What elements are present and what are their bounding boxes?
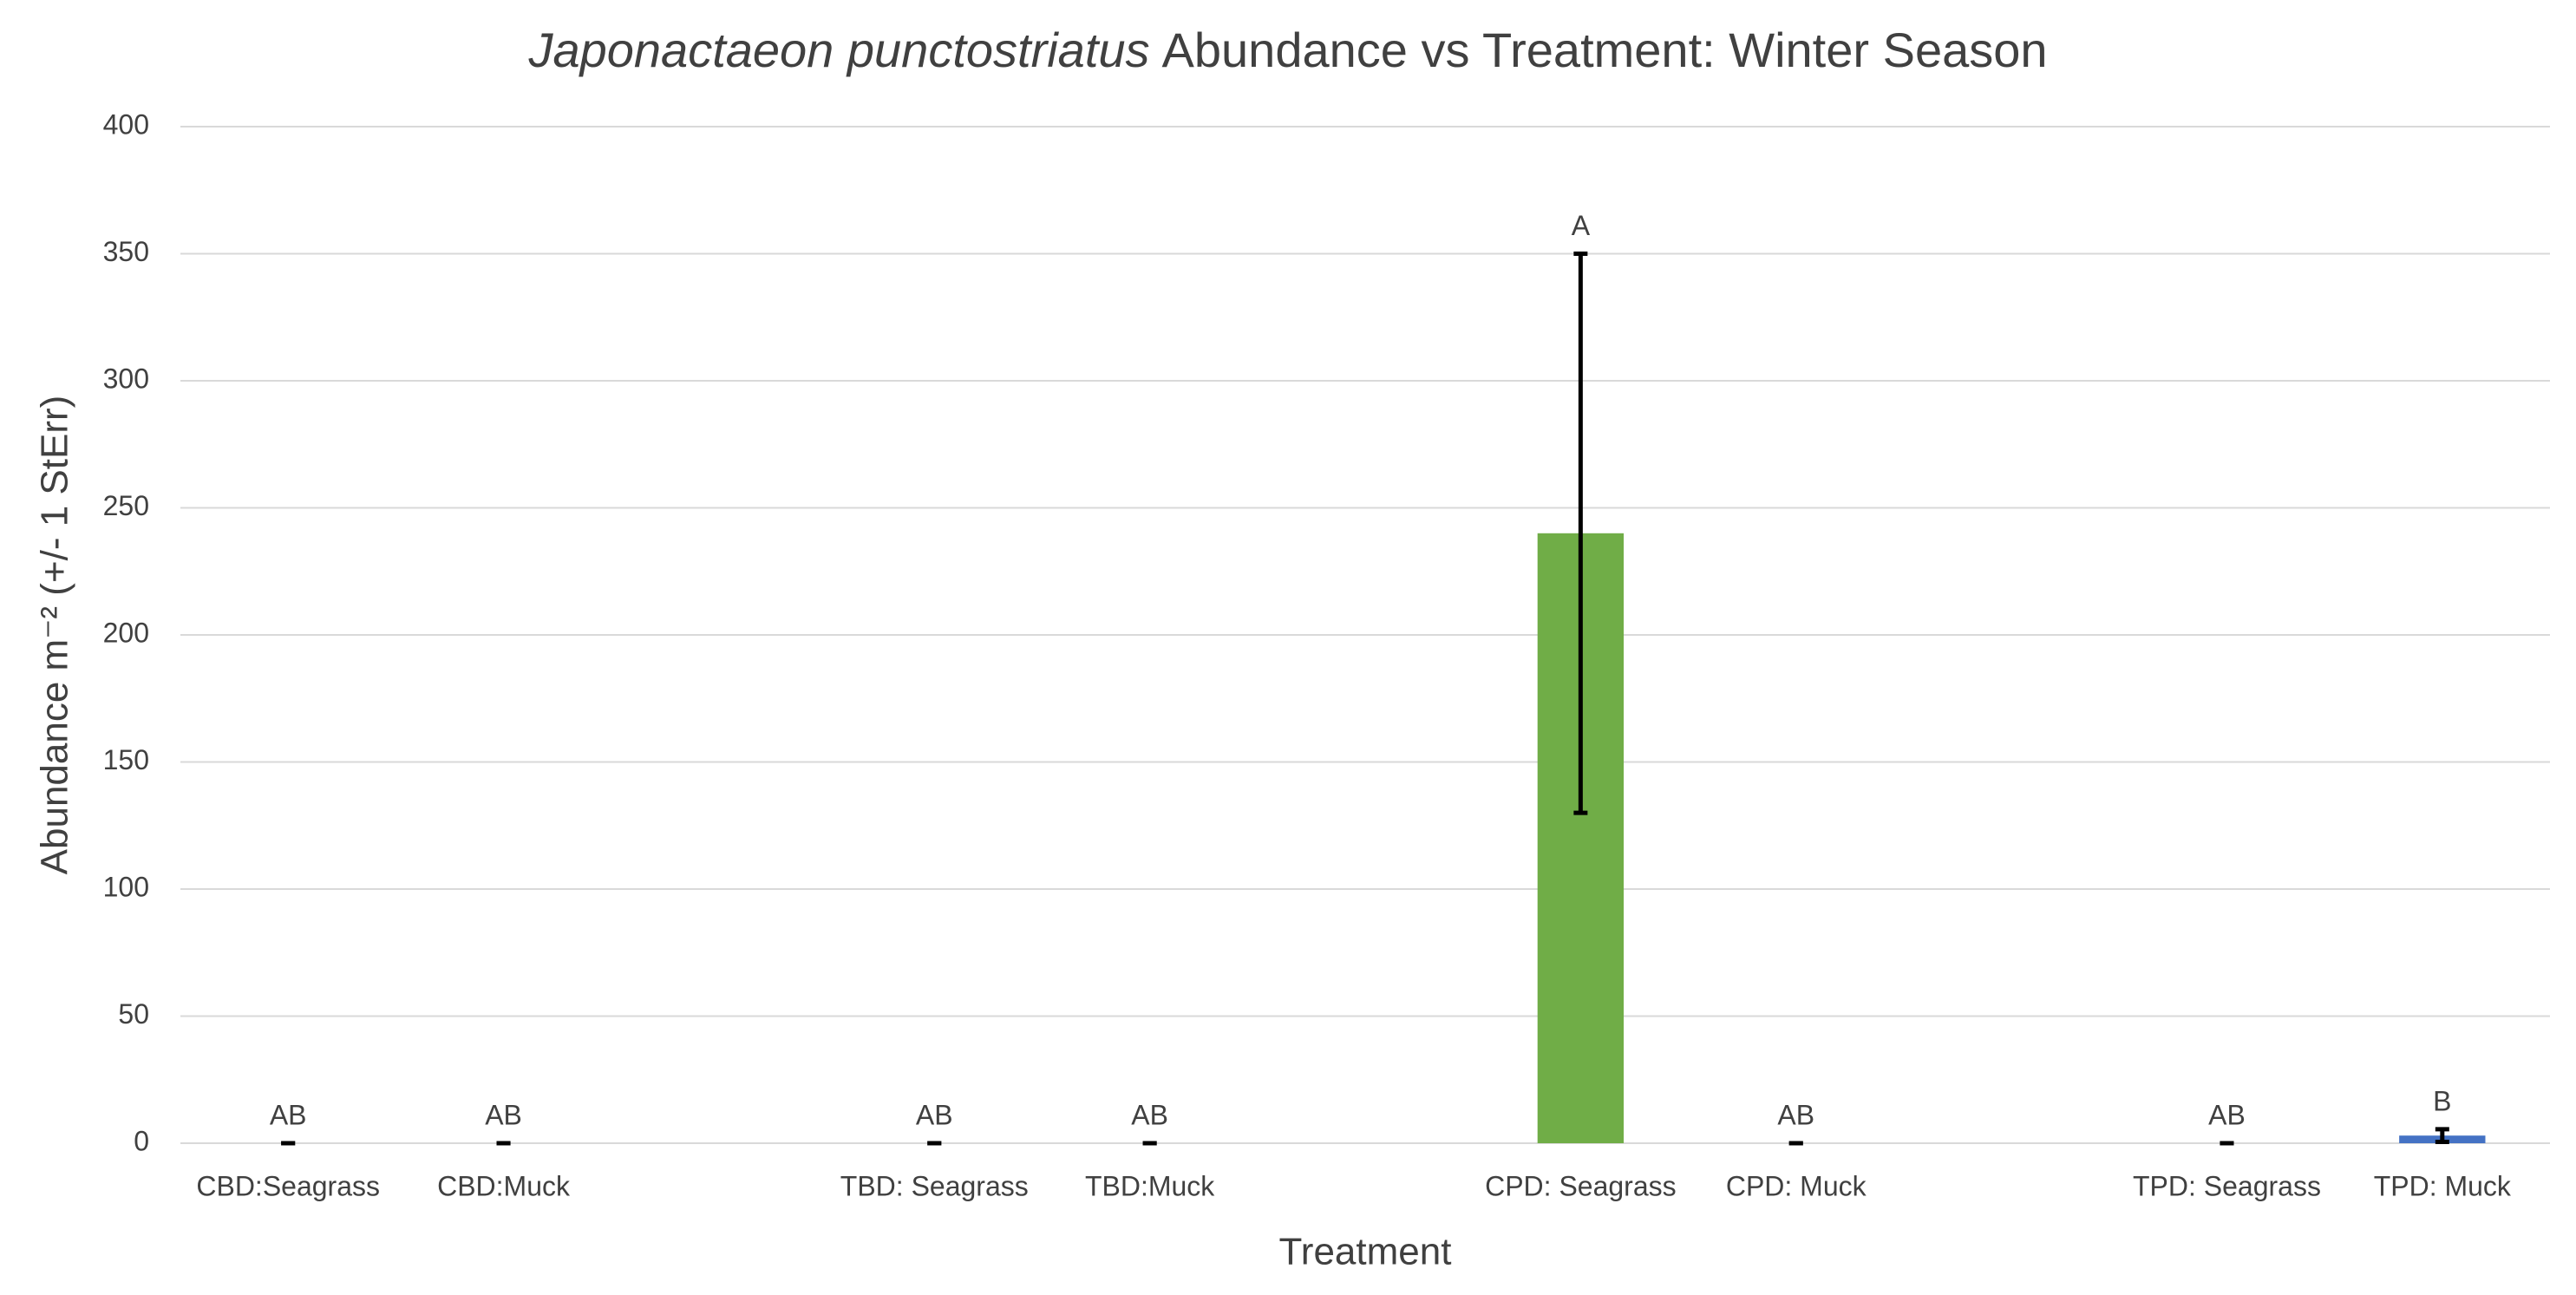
title-species: Japonactaeon punctostriatus — [527, 23, 1149, 77]
significance-label: AB — [485, 1099, 522, 1130]
y-tick-label: 100 — [103, 871, 149, 902]
significance-label: AB — [270, 1099, 307, 1130]
significance-label: AB — [1777, 1099, 1814, 1130]
x-axis-label: Treatment — [1279, 1231, 1452, 1273]
x-tick-label: CPD: Seagrass — [1485, 1170, 1677, 1201]
significance-label: B — [2433, 1085, 2451, 1116]
chart-title: Japonactaeon punctostriatus Abundance vs … — [527, 23, 2047, 77]
y-tick-label: 0 — [134, 1125, 149, 1156]
y-tick-label: 400 — [103, 108, 149, 140]
x-tick-label: CBD:Seagrass — [196, 1170, 380, 1201]
y-tick-label: 350 — [103, 236, 149, 267]
y-tick-label: 300 — [103, 363, 149, 394]
x-tick-label: TPD: Muck — [2374, 1170, 2512, 1201]
x-tick-label: TBD: Seagrass — [840, 1170, 1029, 1201]
x-tick-label: TPD: Seagrass — [2133, 1170, 2321, 1201]
significance-label: AB — [1131, 1099, 1168, 1130]
y-tick-label: 50 — [118, 998, 149, 1030]
x-tick-label: TBD:Muck — [1085, 1170, 1215, 1201]
error-bar — [1573, 252, 1588, 815]
y-tick-label: 200 — [103, 617, 149, 648]
significance-label: AB — [2208, 1099, 2246, 1130]
x-tick-label: CBD:Muck — [437, 1170, 571, 1201]
y-tick-label: 250 — [103, 490, 149, 521]
significance-label: A — [1572, 210, 1591, 241]
significance-label: AB — [916, 1099, 953, 1130]
y-axis-label: Abundance m⁻² (+/- 1 StErr) — [34, 396, 76, 875]
y-tick-label: 150 — [103, 744, 149, 775]
x-tick-label: CPD: Muck — [1726, 1170, 1867, 1201]
error-bar — [2435, 1127, 2449, 1145]
title-text: Abundance vs Treatment: Winter Season — [1162, 23, 2048, 77]
